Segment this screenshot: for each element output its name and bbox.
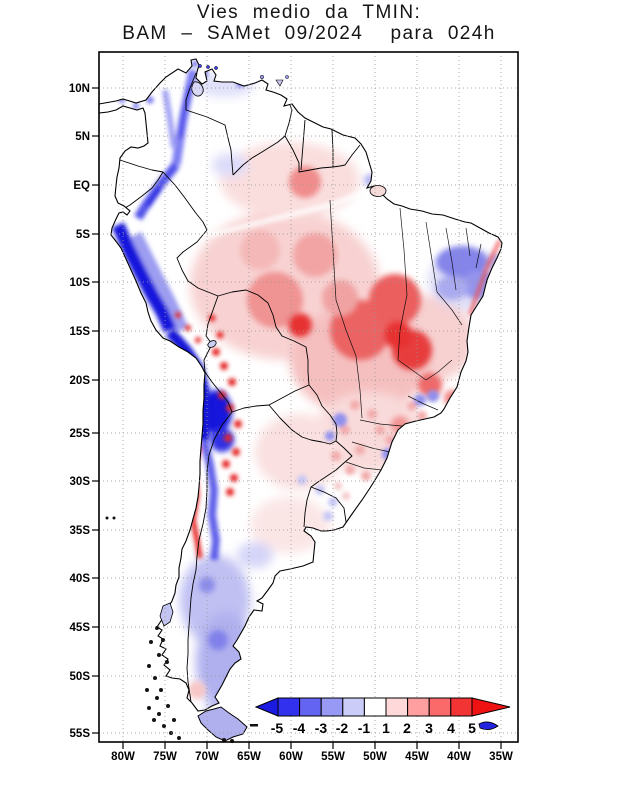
south-georgia-island [478, 721, 499, 730]
bias-field [112, 61, 502, 711]
chiloe-island [159, 602, 174, 627]
lat-label-5n: 5N [75, 131, 90, 143]
lat-label-15s: 15S [70, 326, 91, 338]
colorbar-label: -1 [358, 720, 371, 736]
lat-label-35s: 35S [70, 525, 91, 537]
lake-maracaibo [191, 81, 204, 97]
falkland-islet [250, 724, 258, 727]
lon-label-70w: 70W [195, 751, 219, 763]
colorbar-segment [385, 697, 409, 717]
lat-label-55s: 55S [70, 728, 91, 740]
marajo-island [369, 185, 387, 197]
lat-label-10s: 10S [70, 277, 91, 289]
lake-titicaca [207, 340, 217, 348]
longitude-axis: 80W 75W 70W 65W 60W 55W 50W 45W 40W 35W [111, 751, 513, 763]
lon-label-45w: 45W [405, 751, 429, 763]
colorbar-label: -2 [336, 720, 349, 736]
axis-ticks [92, 87, 502, 749]
lon-label-50w: 50W [363, 751, 387, 763]
colorbar-segment [277, 697, 301, 717]
colorbar-segment [299, 697, 322, 717]
title-line-2: BAM – SAMet 09/2024 para 024h [122, 23, 496, 44]
map-frame [98, 51, 519, 743]
caribbean-islands [198, 64, 289, 87]
colorbar-segment [450, 697, 473, 717]
colorbar: -5 -4 -3 -2 -1 1 2 3 4 5 [254, 697, 511, 736]
continent [98, 58, 503, 743]
colorbar-label: -5 [271, 720, 284, 736]
colorbar-right-arrow [471, 697, 511, 717]
colorbar-label: 2 [403, 720, 411, 736]
lat-label-45s: 45S [70, 622, 91, 634]
lat-label-20s: 20S [70, 375, 91, 387]
plot-title: Vies medio da TMIN: BAM – SAMet 09/2024 … [0, 2, 618, 44]
tierra-del-fuego [197, 706, 248, 742]
gridlines [99, 52, 518, 742]
lon-label-80w: 80W [111, 751, 135, 763]
colorbar-segment [428, 697, 452, 717]
colorbar-label: 5 [468, 720, 476, 736]
colorbar-label: 4 [447, 720, 455, 736]
colorbar-segment [407, 697, 430, 717]
colorbar-labels: -5 -4 -3 -2 -1 1 2 3 4 5 [271, 720, 476, 736]
colorbar-label: -4 [293, 720, 306, 736]
juan-fernandez-island [105, 516, 109, 520]
lon-label-60w: 60W [279, 751, 303, 763]
lat-label-10n: 10N [69, 83, 90, 95]
lat-label-50s: 50S [70, 671, 91, 683]
colorbar-segment [363, 697, 387, 717]
lon-label-55w: 55W [321, 751, 345, 763]
lon-label-40w: 40W [447, 751, 471, 763]
colorbar-label: -3 [315, 720, 328, 736]
lat-label-30s: 30S [70, 476, 91, 488]
lat-label-25s: 25S [70, 428, 91, 440]
colorbar-left-arrow [254, 697, 279, 717]
lat-label-40s: 40S [70, 573, 91, 585]
lon-label-35w: 35W [489, 751, 513, 763]
colorbar-segment [320, 697, 344, 717]
latitude-axis: 10N 5N EQ 5S 10S 15S 20S 25S 30S 35S 40S… [69, 83, 90, 740]
colorbar-label: 1 [382, 720, 390, 736]
title-line-1: Vies medio da TMIN: [196, 2, 422, 23]
lat-label-5s: 5S [76, 229, 90, 241]
lon-label-75w: 75W [153, 751, 177, 763]
colorbar-label: 3 [425, 720, 433, 736]
lon-label-65w: 65W [237, 751, 261, 763]
lat-label-eq: EQ [73, 180, 90, 192]
juan-fernandez-island [112, 516, 116, 520]
colorbar-segment [342, 697, 365, 717]
islands-and-lakes [105, 64, 499, 743]
